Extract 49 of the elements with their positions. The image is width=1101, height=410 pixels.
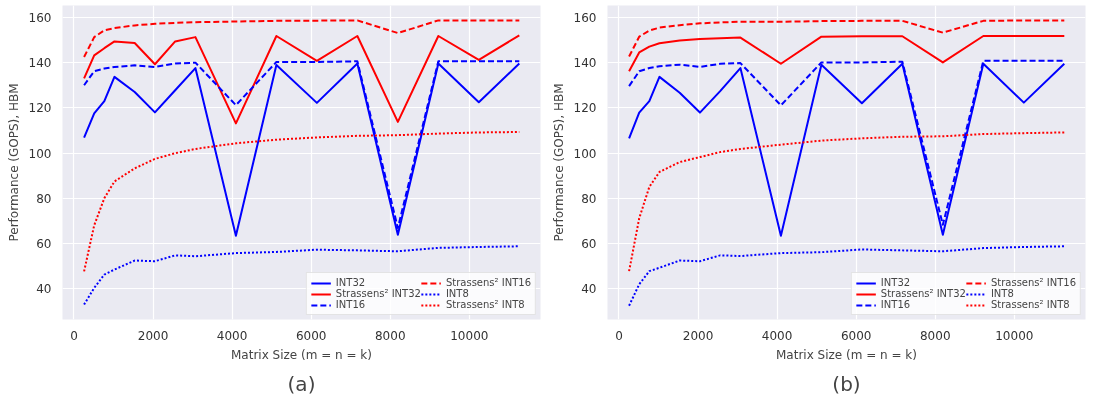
y-tick-label: 140 — [28, 56, 52, 71]
legend-label: Strassens² INT16 — [445, 277, 531, 288]
x-tick-label: 8000 — [919, 328, 951, 343]
x-tick-label: 6000 — [295, 328, 327, 343]
y-tick-label: 140 — [573, 56, 597, 71]
legend-label: Strassens² INT16 — [990, 277, 1076, 288]
y-axis-title: Performance (GOPS), HBM — [551, 83, 566, 242]
text: (a) — [287, 371, 316, 396]
legend-label: INT32 — [335, 277, 366, 288]
x-tick-label: 4000 — [761, 328, 793, 343]
y-tick-label: 100 — [28, 146, 52, 161]
y-tick-label: 60 — [581, 236, 597, 251]
text: (b) — [832, 371, 861, 396]
legend-label: INT16 — [880, 299, 911, 310]
legend-label: Strassens² INT8 — [445, 299, 525, 310]
y-axis-title: Performance (GOPS), HBM — [6, 83, 21, 242]
y-tick-label: 160 — [28, 10, 52, 25]
y-tick-label: 120 — [28, 101, 52, 116]
legend-label: INT16 — [335, 299, 366, 310]
x-tick-label: 2000 — [682, 328, 714, 343]
line-series — [628, 19, 1066, 58]
x-tick-label: 6000 — [840, 328, 872, 343]
x-tick-label: 4000 — [216, 328, 248, 343]
y-tick-label: 80 — [36, 191, 52, 206]
y-tick-label: 100 — [573, 146, 597, 161]
line-series — [83, 34, 521, 125]
legend-label: INT8 — [990, 288, 1014, 299]
y-tick-label: 40 — [581, 282, 597, 297]
x-tick-label: 0 — [70, 328, 78, 343]
x-axis-title: Matrix Size (m = n = k) — [775, 347, 918, 362]
x-tick-label: 8000 — [374, 328, 406, 343]
line-series — [83, 19, 521, 59]
x-axis-title: Matrix Size (m = n = k) — [230, 347, 373, 362]
y-tick-label: 120 — [573, 101, 597, 116]
x-tick-label: 0 — [615, 328, 623, 343]
y-tick-label: 80 — [581, 191, 597, 206]
legend-label: Strassens² INT32 — [335, 288, 421, 299]
y-tick-label: 60 — [36, 236, 52, 251]
legend-label: Strassens² INT32 — [880, 288, 966, 299]
legend-label: INT32 — [880, 277, 911, 288]
x-tick-label: 2000 — [137, 328, 169, 343]
x-tick-label: 10000 — [450, 328, 489, 343]
legend-label: Strassens² INT8 — [990, 299, 1070, 310]
x-tick-label: 10000 — [995, 328, 1034, 343]
line-series — [628, 35, 1066, 73]
legend-label: INT8 — [445, 288, 469, 299]
line-series — [628, 131, 1066, 273]
y-tick-label: 160 — [573, 10, 597, 25]
y-tick-label: 40 — [36, 282, 52, 297]
